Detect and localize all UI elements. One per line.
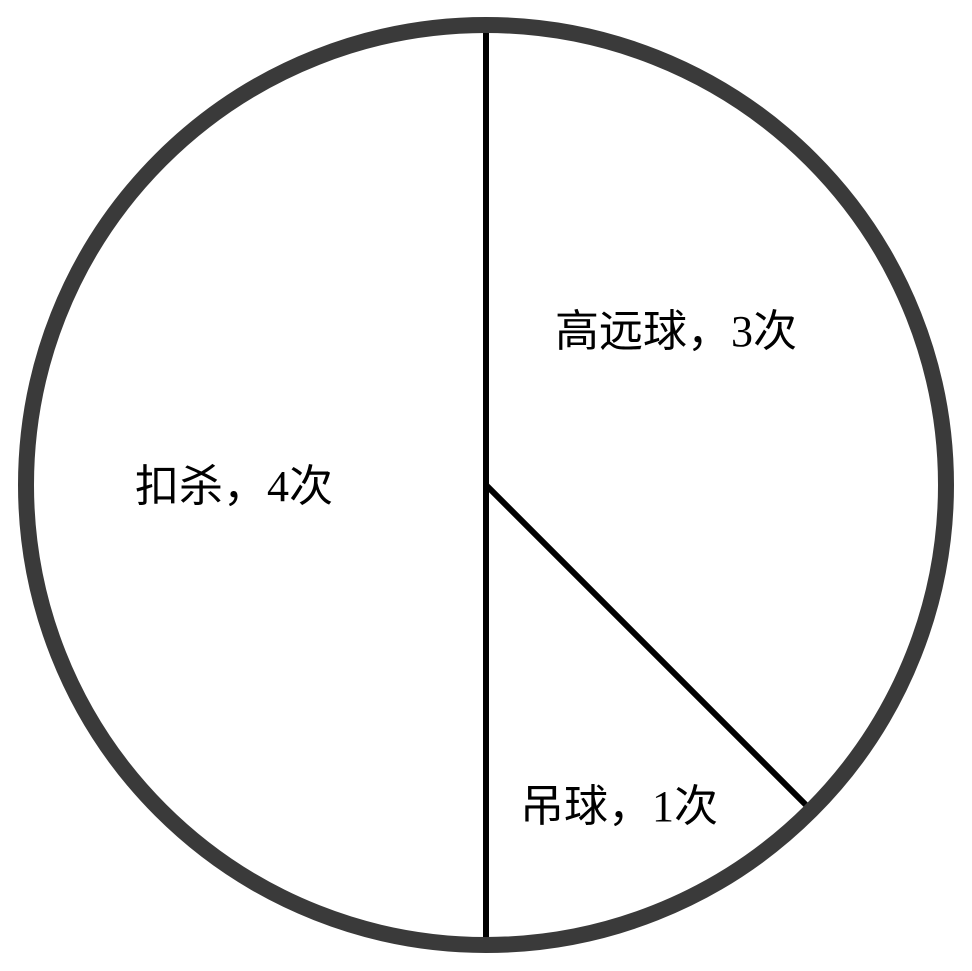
pie-chart: 扣杀，4次 高远球，3次吊球，1次	[0, 0, 972, 971]
pie-slice-label: 高远球，3次	[555, 295, 797, 359]
pie-slice-label: 扣杀，4次	[135, 450, 333, 514]
pie-slice-label: 吊球，1次	[520, 770, 718, 834]
